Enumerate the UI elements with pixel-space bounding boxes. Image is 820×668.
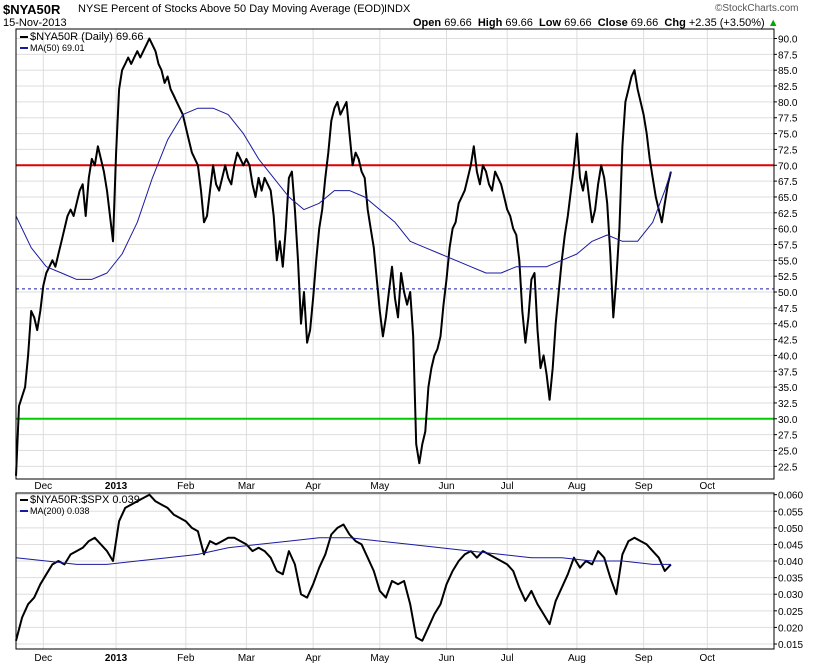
x-tick-label: Jul	[501, 481, 514, 492]
high-label: High	[477, 17, 503, 29]
y-tick-label: 45.0	[778, 320, 798, 331]
x-tick-label: Jun	[438, 481, 454, 492]
y-tick-label: 70.0	[778, 161, 798, 172]
series-line	[15, 107, 672, 280]
y-tick-label: 30.0	[778, 415, 798, 426]
chg-label: Chg	[664, 17, 686, 29]
x-tick-label: Jul	[501, 653, 514, 664]
y-tick-label: 67.5	[778, 177, 798, 188]
x-tick-label: Sep	[635, 481, 653, 492]
y-tick-label: 87.5	[778, 50, 798, 61]
high-value: 69.66	[505, 17, 533, 29]
y-tick-label: 25.0	[778, 446, 798, 457]
y-tick-label: 0.050	[778, 524, 803, 535]
x-tick-label: Apr	[305, 653, 321, 664]
y-tick-label: 0.040	[778, 557, 803, 568]
plot-frame	[15, 28, 775, 480]
x-tick-label: Dec	[34, 481, 52, 492]
x-tick-label: Mar	[238, 653, 256, 664]
y-tick-label: 0.025	[778, 607, 803, 618]
x-tick-label: Dec	[34, 653, 52, 664]
legend-label: $NYA50R:$SPX 0.039	[30, 494, 140, 506]
x-tick-label: Aug	[568, 653, 586, 664]
y-tick-label: 85.0	[778, 66, 798, 77]
close-value: 69.66	[630, 17, 659, 29]
ohlc-readout: Open 69.66 High 69.66 Low 69.66 Close 69…	[413, 17, 779, 29]
y-tick-label: 0.060	[778, 491, 803, 502]
y-tick-label: 65.0	[778, 193, 798, 204]
copyright-label: ©StockCharts.com	[715, 3, 799, 14]
y-tick-label: 52.5	[778, 272, 798, 283]
y-tick-label: 47.5	[778, 304, 798, 315]
y-tick-label: 82.5	[778, 82, 798, 93]
y-tick-label: 0.020	[778, 623, 803, 634]
up-arrow-icon: ▲	[767, 17, 779, 29]
x-tick-label: 2013	[105, 653, 128, 664]
y-tick-label: 42.5	[778, 336, 798, 347]
y-tick-label: 27.5	[778, 431, 798, 442]
chg-value: +2.35 (+3.50%)	[688, 17, 765, 29]
open-label: Open	[413, 17, 442, 29]
y-tick-label: 75.0	[778, 130, 798, 141]
x-tick-label: Feb	[177, 481, 195, 492]
y-tick-label: 77.5	[778, 114, 798, 125]
y-tick-label: 55.0	[778, 256, 798, 267]
x-tick-label: Oct	[700, 481, 716, 492]
y-tick-label: 22.5	[778, 462, 798, 473]
chart-description: NYSE Percent of Stocks Above 50 Day Movi…	[78, 3, 385, 15]
chart-date: 15-Nov-2013	[3, 17, 67, 29]
y-tick-label: 72.5	[778, 145, 798, 156]
symbol-title: $NYA50R	[3, 2, 61, 17]
y-tick-label: 32.5	[778, 399, 798, 410]
y-tick-label: 35.0	[778, 383, 798, 394]
close-label: Close	[597, 17, 628, 29]
x-tick-label: May	[370, 481, 389, 492]
x-tick-label: Feb	[177, 653, 195, 664]
series-line	[15, 537, 671, 565]
y-tick-label: 0.035	[778, 574, 803, 585]
y-tick-label: 80.0	[778, 98, 798, 109]
legend-label: MA(200) 0.038	[30, 506, 90, 516]
y-tick-label: 0.015	[778, 640, 803, 651]
x-tick-label: Mar	[238, 481, 256, 492]
y-tick-label: 0.030	[778, 590, 803, 601]
y-tick-label: 40.0	[778, 351, 798, 362]
open-value: 69.66	[444, 17, 472, 29]
y-tick-label: 0.045	[778, 540, 803, 551]
series-line	[15, 37, 672, 476]
y-tick-label: 0.055	[778, 507, 803, 518]
x-tick-label: Apr	[305, 481, 321, 492]
x-tick-label: Jun	[438, 653, 454, 664]
y-tick-label: 62.5	[778, 209, 798, 220]
x-tick-label: May	[370, 653, 389, 664]
panel-1: 90.0 87.5 85.0 82.5 80.0 77.5 75.0 72.5 70.0 67.5…	[15, 28, 798, 492]
y-tick-label: 37.5	[778, 367, 798, 378]
low-label: Low	[539, 17, 562, 29]
low-value: 69.66	[564, 17, 592, 29]
series-line	[15, 493, 672, 642]
y-tick-label: 90.0	[778, 35, 798, 46]
plot-frame	[15, 492, 775, 650]
x-tick-label: 2013	[105, 481, 128, 492]
x-tick-label: Aug	[568, 481, 586, 492]
x-tick-label: Sep	[635, 653, 653, 664]
x-tick-label: Oct	[700, 653, 716, 664]
y-tick-label: 60.0	[778, 225, 798, 236]
panel-2: 0.060 0.055 0.050 0.045 0.040 0.035 0.030 0.025…	[15, 491, 803, 664]
y-tick-label: 50.0	[778, 288, 798, 299]
exchange-label: INDX	[384, 3, 411, 15]
legend-label: $NYA50R (Daily) 69.66	[30, 31, 144, 43]
y-tick-label: 57.5	[778, 240, 798, 251]
legend-label: MA(50) 69.01	[30, 43, 85, 53]
